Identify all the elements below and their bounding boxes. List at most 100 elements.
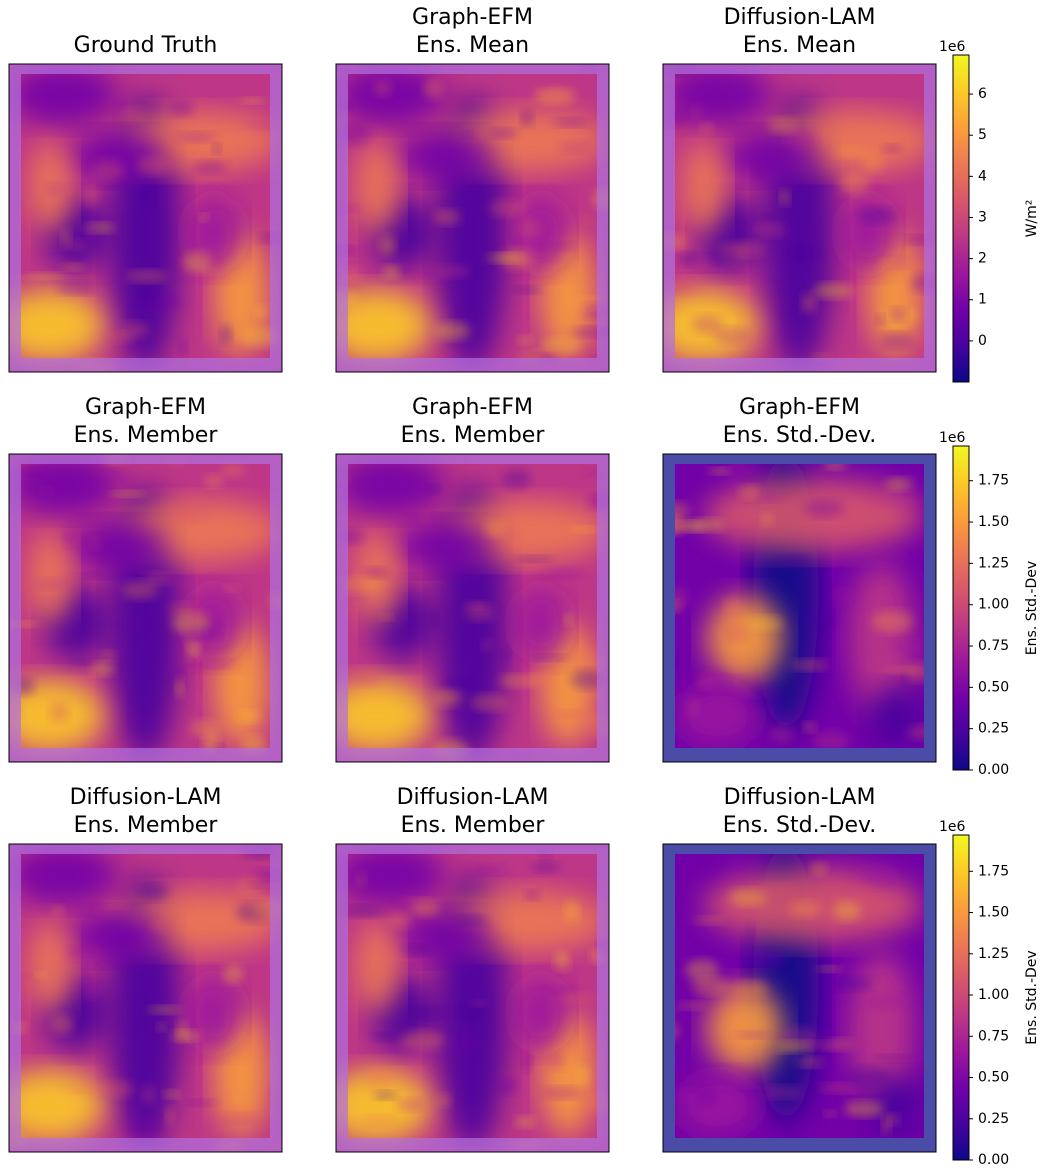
heatmap-texture	[735, 1031, 771, 1039]
heatmap-texture	[170, 666, 185, 687]
heatmap-texture	[845, 1066, 890, 1087]
heatmap-texture	[108, 490, 147, 498]
panel-title: Ens. Mean	[743, 33, 856, 58]
heatmap-texture	[776, 555, 811, 570]
heatmap-blob	[336, 844, 446, 906]
heatmap-texture	[165, 1107, 175, 1126]
heatmap-texture	[115, 107, 147, 123]
heatmap-texture	[468, 863, 508, 875]
heatmap-texture	[61, 263, 86, 271]
heatmap-texture	[560, 992, 598, 1003]
heatmap-texture	[520, 109, 534, 126]
panel-border	[335, 843, 610, 1153]
colorbar-tick-label: 0.50	[978, 679, 1009, 695]
heatmap-texture	[558, 140, 591, 154]
heatmap-texture	[746, 923, 755, 944]
heatmap-texture	[169, 100, 194, 117]
heatmap-texture	[168, 501, 212, 522]
heatmap-texture	[372, 1091, 398, 1100]
heatmap	[663, 454, 936, 762]
heatmap-texture	[812, 611, 838, 627]
heatmap-texture	[518, 219, 543, 240]
heatmap-texture	[875, 314, 886, 325]
colorbar	[952, 445, 970, 771]
colorbar-tick-label: 5	[978, 127, 987, 143]
panel-title: Graph-EFM	[85, 395, 206, 420]
heatmap-blob	[396, 521, 495, 572]
heatmap-blob	[867, 1075, 923, 1137]
heatmap-texture	[442, 678, 474, 689]
heatmap-texture	[151, 920, 171, 932]
panel-title: Ens. Member	[401, 423, 546, 448]
heatmap-texture	[882, 144, 902, 153]
heatmap-texture	[498, 674, 537, 688]
heatmap-texture	[90, 537, 101, 550]
colorbar-tick-label: 1.50	[978, 514, 1009, 530]
heatmap-blob	[355, 141, 399, 234]
heatmap-texture	[787, 244, 820, 262]
heatmap-texture	[464, 604, 495, 621]
heatmap-texture	[513, 286, 543, 294]
heatmap-texture	[423, 78, 444, 99]
heatmap-texture	[45, 183, 64, 195]
heatmap-blob	[840, 196, 896, 271]
heatmap-texture	[484, 520, 507, 537]
heatmap-texture	[888, 1113, 900, 1126]
heatmap	[9, 454, 282, 762]
colorbar-tick-label: 1.25	[978, 555, 1009, 571]
heatmap-texture	[434, 209, 461, 225]
heatmap-texture	[767, 1132, 805, 1140]
heatmap-texture	[832, 900, 862, 921]
panel-title: Ens. Member	[74, 423, 219, 448]
colorbar-tick-label: 1.00	[978, 597, 1009, 613]
heatmap-texture	[469, 999, 489, 1007]
panel-border	[335, 63, 610, 373]
heatmap-texture	[735, 240, 764, 257]
heatmap-blob	[9, 288, 105, 363]
heatmap-blob	[706, 985, 784, 1072]
heatmap-texture	[182, 251, 212, 273]
heatmap	[9, 64, 282, 372]
heatmap-texture	[199, 213, 209, 222]
heatmap-texture	[712, 327, 752, 344]
heatmap-texture	[569, 525, 599, 533]
heatmap-texture	[91, 661, 115, 676]
heatmap-texture	[774, 1040, 814, 1053]
heatmap-texture	[831, 588, 858, 601]
heatmap-texture	[802, 1041, 839, 1050]
heatmap-texture	[879, 333, 914, 349]
heatmap-texture	[113, 928, 138, 946]
heatmap	[336, 454, 609, 762]
panel-border	[8, 63, 283, 373]
heatmap-texture	[540, 337, 582, 355]
heatmap-texture	[691, 314, 724, 334]
heatmap-texture	[35, 972, 46, 979]
heatmap-texture	[382, 265, 400, 279]
colorbar-tick-label: 1.75	[978, 473, 1009, 489]
heatmap-blob	[682, 141, 726, 234]
heatmap-texture	[535, 89, 577, 104]
heatmap-texture	[528, 669, 555, 686]
heatmap-texture	[219, 324, 232, 344]
heatmap-texture	[176, 1086, 188, 1107]
heatmap-texture	[692, 104, 703, 119]
colorbar-label: Ens. Std.-Dev	[1024, 950, 1040, 1044]
heatmap-blob	[706, 595, 784, 682]
colorbar-tick-label: 0.25	[978, 721, 1009, 737]
heatmap-texture	[803, 722, 817, 733]
heatmap-texture	[875, 494, 919, 508]
heatmap-texture	[178, 337, 188, 359]
heatmap-texture	[857, 207, 897, 225]
colorbar-tick-label: 1.25	[978, 946, 1009, 962]
heatmap-texture	[82, 222, 99, 240]
heatmap-texture	[97, 1080, 135, 1098]
panel-title: Diffusion-LAM	[397, 785, 549, 810]
heatmap-texture	[141, 1084, 156, 1105]
heatmap-texture	[761, 512, 774, 526]
panel-border	[335, 453, 610, 763]
heatmap-texture	[543, 567, 585, 580]
heatmap-texture	[176, 132, 217, 143]
heatmap-texture	[515, 1116, 535, 1128]
heatmap-texture	[240, 97, 266, 104]
heatmap-texture	[194, 659, 234, 669]
